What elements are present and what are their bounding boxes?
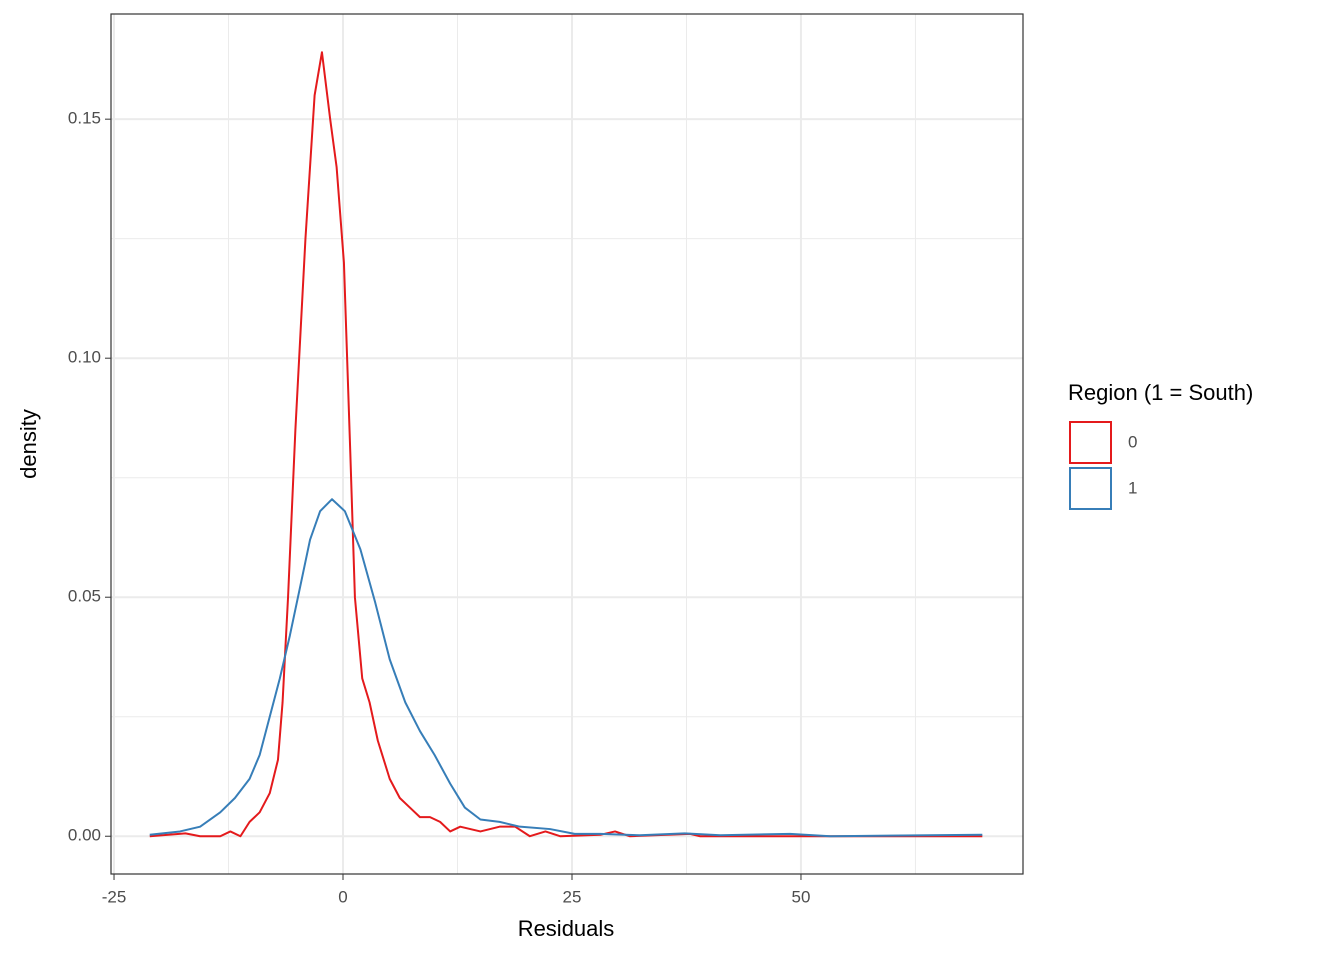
x-tick-label: 0 <box>338 887 347 906</box>
y-tick-label: 0.05 <box>68 587 101 606</box>
density-line <box>149 498 983 838</box>
legend-key <box>1069 467 1112 510</box>
legend-label: 0 <box>1128 432 1137 451</box>
y-axis-label: density <box>16 409 41 479</box>
x-tick-label: 25 <box>563 887 582 906</box>
x-tick-label: 50 <box>792 887 811 906</box>
legend-label: 1 <box>1128 478 1137 497</box>
x-tick-label: -25 <box>102 887 127 906</box>
density-line <box>149 51 983 838</box>
x-axis-label: Residuals <box>518 916 615 941</box>
y-tick-label: 0.15 <box>68 109 101 128</box>
plot-panel <box>111 14 1023 874</box>
legend-title: Region (1 = South) <box>1068 380 1253 405</box>
y-tick-label: 0.10 <box>68 348 101 367</box>
panel-border <box>110 13 1024 875</box>
legend-key <box>1069 421 1112 464</box>
y-tick-label: 0.00 <box>68 826 101 845</box>
